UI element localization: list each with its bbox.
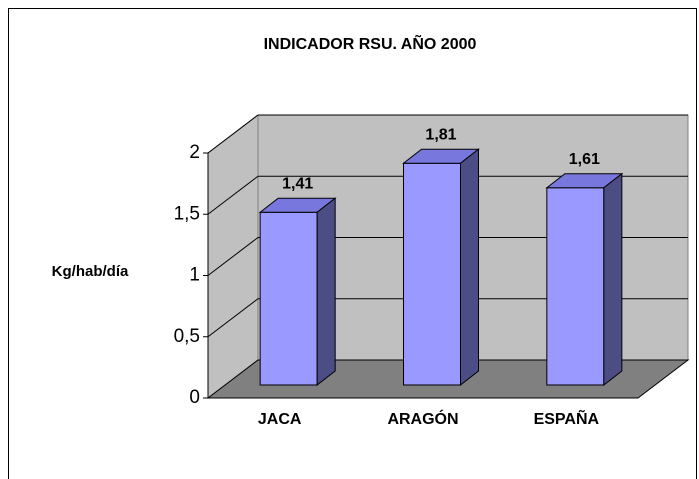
y-tick-label: 2: [189, 142, 200, 163]
grid-line: [207, 237, 259, 276]
data-label: 1,61: [569, 151, 600, 168]
y-axis-label: Kg/hab/día: [52, 263, 129, 280]
grid-line: [207, 175, 259, 215]
y-tick-label: 0,5: [174, 326, 200, 347]
y-tick-label: 1: [189, 265, 200, 286]
grid-line: [207, 298, 259, 338]
bar-side: [603, 172, 623, 387]
chart-title: INDICADOR RSU. AÑO 2000: [264, 33, 477, 53]
y-tick-label: 1,5: [174, 203, 200, 224]
bar: [546, 187, 605, 386]
data-label: 1,41: [282, 175, 313, 192]
bar: [403, 162, 461, 386]
data-label: 1,81: [425, 126, 456, 143]
bar-side: [316, 197, 336, 387]
y-tick-label: 0: [189, 387, 200, 408]
x-tick-label: ARAGÓN: [387, 409, 458, 428]
grid-line: [207, 114, 259, 154]
bar-side: [460, 148, 479, 387]
x-tick-label: JACA: [258, 411, 302, 428]
bar: [259, 211, 318, 386]
x-tick-label: ESPAÑA: [534, 408, 600, 428]
